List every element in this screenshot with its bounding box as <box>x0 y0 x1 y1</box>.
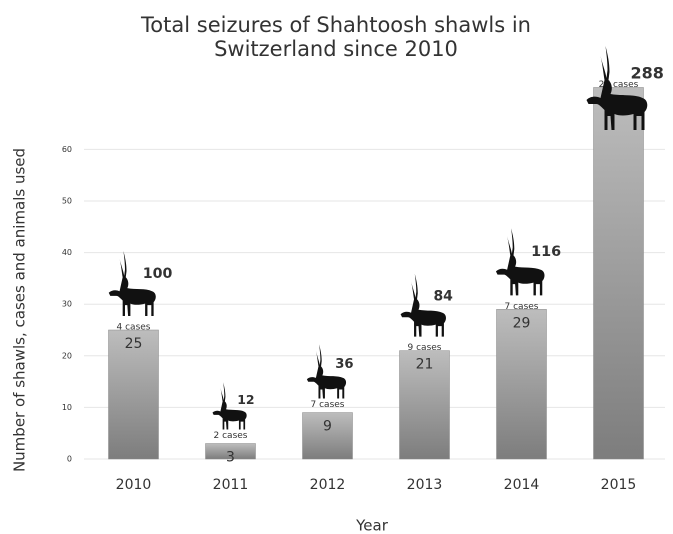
y-tick-label: 10 <box>62 403 72 412</box>
y-tick-label: 0 <box>67 455 72 464</box>
value-label: 21 <box>416 357 434 373</box>
y-axis-label: Number of shawls, cases and animals used <box>11 148 29 472</box>
animal-icon <box>212 382 247 430</box>
animal-icon <box>108 250 156 316</box>
value-label: 29 <box>513 315 531 331</box>
y-tick-label: 40 <box>62 248 72 257</box>
animal-count: 100 <box>143 266 173 282</box>
animal-count: 12 <box>237 392 254 407</box>
bar <box>108 329 159 460</box>
animal-icon <box>586 46 648 130</box>
bar <box>593 87 644 460</box>
bar <box>496 309 547 460</box>
value-label: 3 <box>226 450 235 466</box>
y-tick-label: 30 <box>62 300 72 309</box>
x-axis-label: Year <box>355 517 389 534</box>
y-tick-label: 50 <box>62 197 72 206</box>
chart-title: Total seizures of Shahtoosh shawls in <box>140 13 531 37</box>
animal-count: 116 <box>531 244 561 260</box>
case-label: 9 cases <box>408 343 442 353</box>
chart-title: Switzerland since 2010 <box>214 37 458 61</box>
x-tick-label: 2014 <box>504 477 540 493</box>
case-label: 7 cases <box>311 400 345 410</box>
animal-icon <box>306 344 347 399</box>
animal-silhouette <box>108 250 156 316</box>
animal-count: 36 <box>335 357 353 372</box>
value-label: 9 <box>323 419 332 435</box>
value-label: 25 <box>125 336 143 352</box>
x-tick-label: 2013 <box>407 477 443 493</box>
bar <box>399 350 450 460</box>
bar <box>205 443 256 460</box>
animal-icon <box>400 273 447 337</box>
animal-silhouette <box>400 273 447 337</box>
bar <box>302 412 353 460</box>
animal-silhouette <box>212 382 247 430</box>
animal-icon <box>495 228 545 296</box>
case-label: 27 cases <box>599 80 639 90</box>
animal-count: 84 <box>433 288 453 304</box>
case-label: 7 cases <box>505 302 539 312</box>
x-tick-label: 2011 <box>213 477 249 493</box>
y-tick-label: 20 <box>62 351 72 360</box>
y-tick-label: 60 <box>62 145 72 154</box>
animal-silhouette <box>306 344 347 399</box>
animal-silhouette <box>586 46 648 130</box>
animal-silhouette <box>495 228 545 296</box>
animal-count: 288 <box>631 64 664 83</box>
x-tick-label: 2012 <box>310 477 346 493</box>
case-label: 4 cases <box>117 323 151 333</box>
case-label: 2 cases <box>214 431 248 441</box>
x-tick-label: 2010 <box>116 477 152 493</box>
x-tick-label: 2015 <box>601 477 637 493</box>
